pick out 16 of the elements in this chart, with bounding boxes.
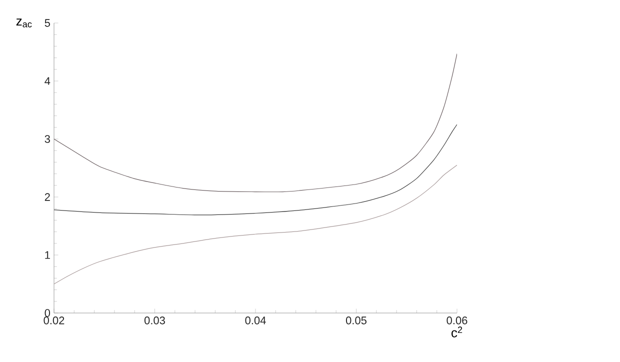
y-tick-label: 0 [44, 309, 50, 317]
y-axis-title: z$_{ac}$ [16, 18, 32, 28]
y-tick-label: 1 [45, 251, 50, 259]
x-tick-label: 0.03 [144, 316, 165, 324]
y-tick-label: 2 [44, 193, 50, 201]
x-tick-label: 0.06 [446, 316, 468, 324]
x-tick-label: 0.04 [245, 316, 266, 324]
line-series [54, 124, 457, 216]
x-tick-label: 0.02 [44, 316, 64, 324]
x-axis-title: c$^{2}$ [452, 326, 462, 338]
line-series [54, 53, 457, 192]
y-tick-label: 5 [44, 19, 50, 27]
line-series [54, 164, 457, 284]
x-tick-label: 0.05 [346, 316, 366, 324]
y-tick-label: 4 [44, 77, 50, 85]
y-tick-label: 3 [44, 135, 50, 143]
